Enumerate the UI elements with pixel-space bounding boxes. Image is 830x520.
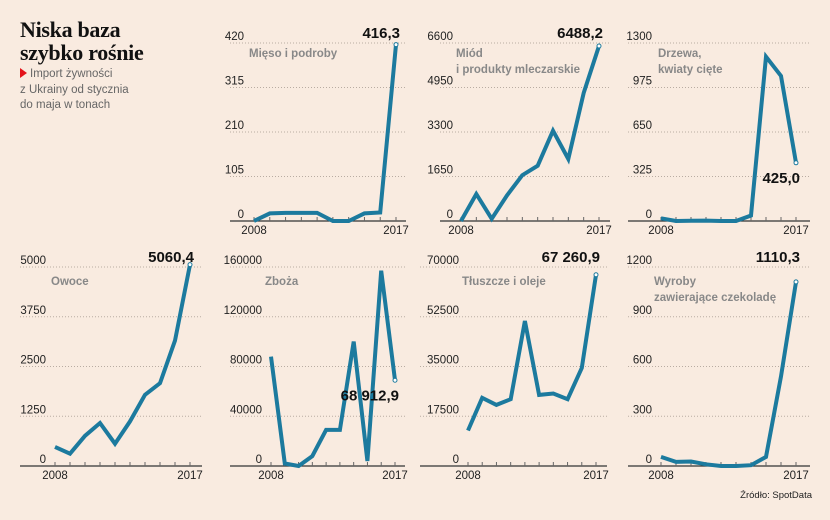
x-tick-label: 2017	[783, 470, 809, 482]
series-name: Miód	[456, 48, 483, 60]
subtitle: Import żywności z Ukrainy od stycznia do…	[20, 67, 210, 114]
series-name: kwiaty cięte	[658, 64, 723, 76]
series-line	[253, 44, 398, 223]
y-tick-label: 0	[453, 454, 459, 466]
title-block: Niska baza szybko rośnie Import żywności…	[20, 18, 210, 114]
x-tick-label: 2008	[42, 470, 68, 482]
x-tick-label: 2017	[383, 225, 409, 237]
subtitle-line1: Import żywności	[30, 68, 113, 80]
end-point-marker	[393, 42, 399, 48]
y-tick-label: 315	[225, 76, 244, 88]
source-note: Źródło: SpotData	[740, 490, 812, 501]
y-tick-label: 1650	[427, 165, 453, 177]
end-point-marker	[793, 160, 799, 166]
y-tick-label: 650	[633, 120, 652, 132]
y-tick-label: 3300	[427, 120, 453, 132]
y-tick-label: 0	[447, 209, 453, 221]
end-value-label: 416,3	[362, 25, 400, 42]
end-value-label: 425,0	[762, 170, 800, 187]
y-tick-label: 6600	[427, 31, 453, 43]
y-tick-label: 70000	[427, 255, 459, 267]
x-tick-label: 2017	[783, 225, 809, 237]
series-line	[269, 270, 397, 469]
series-name: Mięso i podroby	[249, 48, 338, 60]
y-tick-label: 40000	[230, 404, 262, 416]
series-name: i produkty mleczarskie	[456, 64, 580, 76]
y-tick-label: 160000	[224, 255, 262, 267]
series-line	[466, 274, 598, 432]
x-tick-label: 2008	[455, 470, 481, 482]
y-tick-label: 2500	[20, 355, 46, 367]
chart-title-line2: szybko rośnie	[20, 40, 144, 65]
end-value-label: 1110,3	[756, 249, 800, 266]
series-name: Tłuszcze i oleje	[462, 276, 546, 288]
y-tick-label: 210	[225, 120, 244, 132]
end-point-marker	[392, 377, 398, 383]
y-tick-label: 52500	[427, 305, 459, 317]
end-value-label: 68 912,9	[341, 387, 399, 404]
series-name: Zboża	[265, 276, 299, 288]
end-value-label: 67 260,9	[542, 249, 600, 266]
x-tick-label: 2008	[258, 470, 284, 482]
x-tick-label: 2008	[241, 225, 267, 237]
end-point-marker	[793, 279, 799, 285]
y-tick-label: 105	[225, 165, 244, 177]
end-point-marker	[593, 272, 599, 278]
y-tick-label: 80000	[230, 355, 262, 367]
x-tick-label: 2008	[648, 470, 674, 482]
y-tick-label: 0	[256, 454, 262, 466]
chart-title-line1: Niska baza	[20, 17, 121, 42]
x-tick-label: 2017	[382, 470, 408, 482]
y-tick-label: 0	[646, 209, 652, 221]
series-name: Drzewa,	[658, 48, 701, 60]
y-tick-label: 420	[225, 31, 244, 43]
y-tick-label: 600	[633, 355, 652, 367]
y-tick-label: 35000	[427, 355, 459, 367]
series-line	[54, 264, 192, 457]
y-tick-label: 300	[633, 404, 652, 416]
y-tick-label: 0	[646, 454, 652, 466]
y-tick-label: 1200	[626, 255, 652, 267]
series-line	[459, 45, 601, 223]
y-tick-label: 120000	[224, 305, 262, 317]
y-tick-label: 5000	[20, 255, 46, 267]
series-line	[660, 281, 798, 468]
series-name: Wyroby	[654, 276, 697, 288]
x-tick-label: 2017	[177, 470, 203, 482]
end-value-label: 6488,2	[557, 25, 603, 42]
x-tick-label: 2008	[648, 225, 674, 237]
y-tick-label: 17500	[427, 404, 459, 416]
y-tick-label: 0	[238, 209, 244, 221]
series-line	[660, 51, 798, 224]
y-tick-label: 1250	[20, 404, 46, 416]
series-name: zawierające czekoladę	[654, 292, 776, 304]
red-arrow-icon	[20, 68, 27, 78]
y-tick-label: 1300	[626, 31, 652, 43]
y-tick-label: 975	[633, 76, 652, 88]
x-tick-label: 2017	[583, 470, 609, 482]
end-value-label: 5060,4	[148, 249, 195, 266]
subtitle-line3: do maja w tonach	[20, 99, 111, 111]
series-name: Owoce	[51, 276, 89, 288]
y-tick-label: 325	[633, 165, 652, 177]
y-tick-label: 3750	[20, 305, 46, 317]
x-tick-label: 2008	[448, 225, 474, 237]
end-point-marker	[596, 43, 602, 49]
y-tick-label: 4950	[427, 76, 453, 88]
y-tick-label: 0	[40, 454, 46, 466]
y-tick-label: 900	[633, 305, 652, 317]
subtitle-line2: z Ukrainy od stycznia	[20, 83, 129, 96]
end-point-marker	[187, 262, 193, 268]
x-tick-label: 2017	[586, 225, 612, 237]
